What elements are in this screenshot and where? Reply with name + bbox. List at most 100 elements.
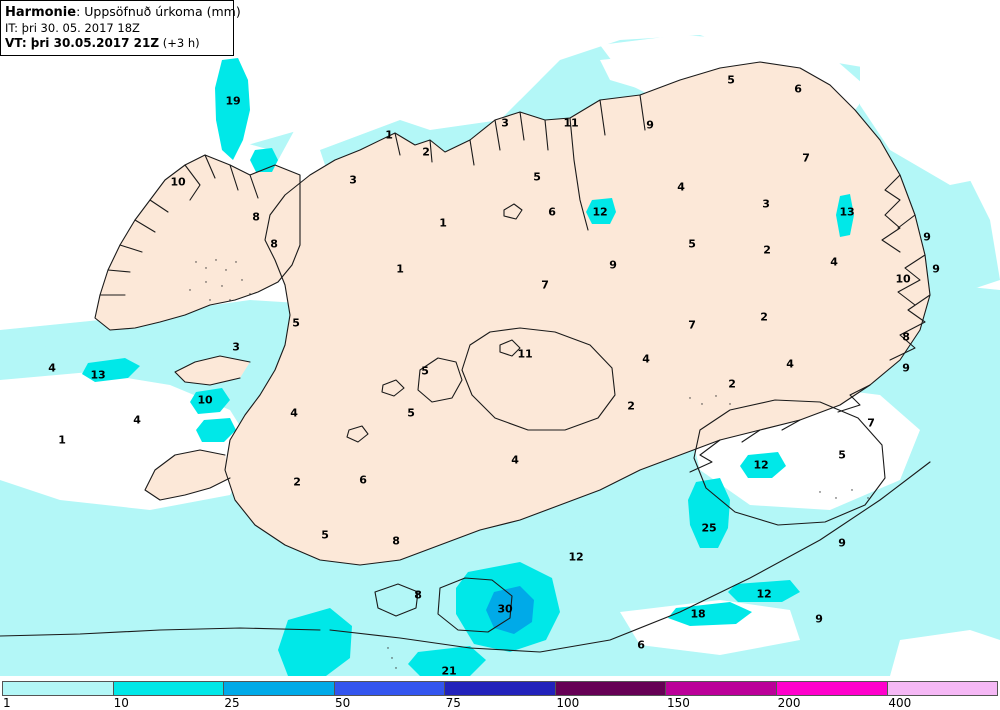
legend-swatch[interactable] (3, 682, 114, 695)
precip-value-label: 9 (932, 262, 940, 276)
title-box: Harmonie: Uppsöfnuð úrkoma (mm) IT: þri … (0, 0, 241, 56)
precip-value-label: 6 (637, 638, 645, 652)
precip-value-label: 12 (756, 587, 772, 601)
precip-value-label: 2 (760, 310, 768, 324)
precip-value-label: 5 (533, 170, 541, 184)
precip-value-label: 11 (563, 116, 579, 130)
legend-tick: 25 (224, 696, 240, 710)
legend-swatch[interactable] (555, 682, 667, 695)
field-name: : Uppsöfnuð úrkoma (mm) (76, 4, 241, 19)
precip-value-label: 10 (197, 393, 213, 407)
precip-band-10-25mm (82, 58, 854, 676)
valid-time: VT: þri 30.05.2017 21Z (5, 35, 160, 50)
model-title-line: Harmonie: Uppsöfnuð úrkoma (mm) (5, 4, 241, 21)
color-legend[interactable]: 1 10 25 50 75 100 150 200 400 (0, 676, 1000, 710)
precip-value-label: 19 (225, 94, 241, 108)
precip-value-label: 1 (385, 128, 393, 142)
precip-value-label: 5 (407, 406, 415, 420)
precip-value-label: 25 (701, 521, 717, 535)
precip-value-label: 7 (802, 151, 810, 165)
precip-value-label: 10 (895, 272, 911, 286)
precip-value-label: 7 (688, 318, 696, 332)
legend-swatch[interactable] (445, 682, 556, 695)
precip-value-label: 1 (58, 433, 66, 447)
precip-value-label: 4 (48, 361, 56, 375)
precip-value-label: 4 (133, 413, 141, 427)
precip-value-label: 7 (541, 278, 549, 292)
precip-value-label: 6 (359, 473, 367, 487)
legend-tick: 75 (445, 696, 461, 710)
legend-tick: 200 (777, 696, 801, 710)
precip-value-label: 11 (517, 347, 533, 361)
legend-tick: 150 (667, 696, 690, 710)
legend-color-bar[interactable] (2, 681, 998, 696)
precip-value-label: 21 (441, 664, 457, 677)
legend-tick: 50 (335, 696, 351, 710)
valid-time-line: VT: þri 30.05.2017 21Z (+3 h) (5, 36, 227, 51)
precip-value-label: 18 (690, 607, 706, 621)
precip-value-label: 8 (270, 237, 278, 251)
legend-swatch[interactable] (776, 682, 888, 695)
legend-tick: 400 (888, 696, 912, 710)
legend-swatch[interactable] (666, 682, 777, 695)
precip-value-label: 30 (497, 602, 513, 616)
precip-value-label: 4 (511, 453, 519, 467)
precip-value-label: 10 (170, 175, 186, 189)
legend-tick: 100 (556, 696, 580, 710)
precip-value-label: 7 (867, 416, 875, 430)
precip-value-label: 9 (646, 118, 654, 132)
coastline (0, 61, 931, 653)
legend-swatch[interactable] (887, 682, 998, 695)
precip-value-label: 4 (786, 357, 794, 371)
precip-value-label: 8 (414, 588, 422, 602)
precip-value-label: 3 (349, 173, 357, 187)
precip-value-label: 12 (568, 550, 584, 564)
precip-value-label: 8 (902, 330, 910, 344)
map-graphic (0, 35, 1000, 676)
precip-value-label: 9 (838, 536, 846, 550)
land-fill (95, 62, 930, 565)
precip-value-label: 3 (762, 197, 770, 211)
precip-value-label: 8 (392, 534, 400, 548)
precip-value-label: 4 (677, 180, 685, 194)
precip-value-label: 2 (293, 475, 301, 489)
precip-value-label: 6 (548, 205, 556, 219)
legend-swatch[interactable] (113, 682, 225, 695)
legend-tick: 10 (113, 696, 129, 710)
precip-value-label: 4 (830, 255, 838, 269)
precip-value-label: 5 (727, 73, 735, 87)
precip-value-label: 5 (321, 528, 329, 542)
highland-stipple (189, 259, 869, 669)
precip-value-label: 9 (609, 258, 617, 272)
legend-tick-labels: 1 10 25 50 75 100 150 200 400 (0, 696, 1000, 710)
precip-value-label: 5 (292, 316, 300, 330)
legend-tick: 1 (3, 696, 11, 710)
precip-value-label: 8 (252, 210, 260, 224)
precipitation-map[interactable]: 19 10 8 8 1 2 3 1 1 3 11 5 6 12 9 9 7 5 6 7 4 3 13 5 2 9 4 10 9 7 2 8 4 4… (0, 0, 1000, 676)
precip-value-label: 1 (396, 262, 404, 276)
model-name: Harmonie (5, 5, 77, 20)
precip-value-label: 9 (902, 361, 910, 375)
precip-value-label: 6 (794, 82, 802, 96)
precip-value-label: 9 (815, 612, 823, 626)
precip-value-label: 5 (688, 237, 696, 251)
precip-value-label: 5 (421, 364, 429, 378)
precip-value-label: 9 (923, 230, 931, 244)
precip-value-label: 13 (839, 205, 855, 219)
precip-value-label: 13 (90, 368, 106, 382)
precip-value-label: 12 (753, 458, 769, 472)
precip-value-label: 5 (838, 448, 846, 462)
precip-value-label: 1 (439, 216, 447, 230)
legend-swatch[interactable] (334, 682, 446, 695)
precip-value-label: 4 (290, 406, 298, 420)
precip-value-label: 2 (763, 243, 771, 257)
precip-value-label: 3 (501, 116, 509, 130)
precip-value-label: 2 (627, 399, 635, 413)
precip-value-label: 12 (592, 205, 608, 219)
precip-value-label: 2 (728, 377, 736, 391)
lead-time: (+3 h) (162, 35, 200, 50)
precip-band-25-50mm (486, 586, 534, 634)
precip-value-label: 4 (642, 352, 650, 366)
legend-swatch[interactable] (224, 682, 335, 695)
